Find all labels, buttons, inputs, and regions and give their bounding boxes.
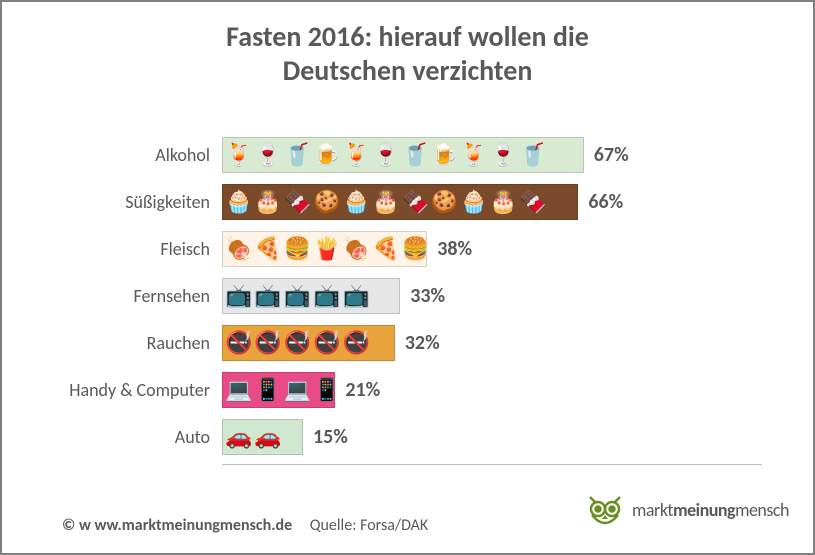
bar-glyph-icon: 🚭 xyxy=(313,332,340,354)
bar-area: 🚗🚗 15% xyxy=(222,419,762,455)
bar-fill: 💻📱💻📱 xyxy=(222,372,335,408)
bar-glyph-icon: 🥤 xyxy=(519,144,546,166)
bar-glyph-icon: 🚭 xyxy=(284,332,311,354)
source-text: Quelle: Forsa/DAK xyxy=(310,516,429,535)
bar-glyph-icon: 🍖 xyxy=(225,238,252,260)
chart-title: Fasten 2016: hierauf wollen die Deutsche… xyxy=(2,2,813,87)
bar-chart: Alkohol🍹🍷🥤🍺🍹🍷🥤🍺🍹🍷🥤67%Süßigkeiten🧁🎂🍫🍪🧁🎂🍫🍪… xyxy=(62,132,762,461)
bar-glyph-icon: 💻 xyxy=(284,379,311,401)
bar-label: Auto xyxy=(62,426,222,448)
bar-glyph-icon: 🎂 xyxy=(490,191,517,213)
bar-row: Fleisch🍖🍕🍔🍟🍖🍕🍔38% xyxy=(62,226,762,271)
bar-glyph-icon: 🍪 xyxy=(431,191,458,213)
bar-value: 15% xyxy=(313,425,348,449)
brand-logo: marktmeinungmensch xyxy=(584,489,789,531)
bar-value: 33% xyxy=(410,284,445,308)
bar-glyph-icon: 📺 xyxy=(254,285,281,307)
bar-glyph-icon: 📱 xyxy=(254,379,281,401)
bar-value: 67% xyxy=(594,143,629,167)
bar-glyph-icon: 📺 xyxy=(225,285,252,307)
bar-area: 🍖🍕🍔🍟🍖🍕🍔38% xyxy=(222,231,762,267)
bar-label: Alkohol xyxy=(62,144,222,166)
bar-area: 🚭🚭🚭🚭🚭32% xyxy=(222,325,762,361)
bar-glyph-icon: 🍕 xyxy=(254,238,281,260)
bar-glyph-icon: 🍖 xyxy=(343,238,370,260)
bar-value: 21% xyxy=(345,378,380,402)
bar-glyph-icon: 🍫 xyxy=(284,191,311,213)
bar-fill: 🧁🎂🍫🍪🧁🎂🍫🍪🧁🎂🍫 xyxy=(222,184,578,220)
bar-glyph-icon: 🧁 xyxy=(225,191,252,213)
bar-glyph-icon: 📺 xyxy=(284,285,311,307)
bar-glyph-icon: 🍔 xyxy=(401,238,427,260)
bar-row: Süßigkeiten🧁🎂🍫🍪🧁🎂🍫🍪🧁🎂🍫66% xyxy=(62,179,762,224)
bar-glyph-icon: 🍷 xyxy=(254,144,281,166)
bar-label: Fleisch xyxy=(62,238,222,260)
bar-area: 📺📺📺📺📺33% xyxy=(222,278,762,314)
bar-glyph-icon: 🍺 xyxy=(431,144,458,166)
bar-area: 🧁🎂🍫🍪🧁🎂🍫🍪🧁🎂🍫66% xyxy=(222,184,762,220)
bar-glyph-icon: 🍪 xyxy=(313,191,340,213)
bar-glyph-icon: 🍕 xyxy=(372,238,399,260)
bar-row: Rauchen🚭🚭🚭🚭🚭32% xyxy=(62,320,762,365)
bar-fill: 🍹🍷🥤🍺🍹🍷🥤🍺🍹🍷🥤 xyxy=(222,137,584,173)
bar-glyph-icon: 🧁 xyxy=(343,191,370,213)
bar-glyph-icon: 🍟 xyxy=(313,238,340,260)
bar-glyph-icon: 🍹 xyxy=(460,144,487,166)
bar-glyph-icon: 🚗 xyxy=(254,426,281,448)
bar-label: Fernsehen xyxy=(62,285,222,307)
copyright-text: © w ww.marktmeinungmensch.de xyxy=(62,516,292,535)
bar-glyph-icon: 📱 xyxy=(313,379,335,401)
bar-glyph-icon: 🍫 xyxy=(519,191,546,213)
title-line-1: Fasten 2016: hierauf wollen die xyxy=(2,20,813,54)
bar-fill: 📺📺📺📺📺 xyxy=(222,278,400,314)
bar-glyph-icon: 🚭 xyxy=(343,332,370,354)
bar-glyph-icon: 🍹 xyxy=(343,144,370,166)
bar-glyph-icon: 🎂 xyxy=(372,191,399,213)
bar-glyph-icon: 💻 xyxy=(225,379,252,401)
bar-label: Rauchen xyxy=(62,332,222,354)
bar-row: Auto🚗🚗15% xyxy=(62,414,762,459)
bar-value: 32% xyxy=(405,331,440,355)
bar-glyph-icon: 🥤 xyxy=(284,144,311,166)
bar-value: 66% xyxy=(588,190,623,214)
bar-row: Handy & Computer💻📱💻📱21% xyxy=(62,367,762,412)
bar-fill: 🚭🚭🚭🚭🚭 xyxy=(222,325,395,361)
bar-glyph-icon: 🍹 xyxy=(225,144,252,166)
bar-glyph-icon: 🚭 xyxy=(225,332,252,354)
bar-glyph-icon: 🥤 xyxy=(401,144,428,166)
bar-row: Fernsehen📺📺📺📺📺33% xyxy=(62,273,762,318)
bar-glyph-icon: 🍷 xyxy=(490,144,517,166)
bar-glyph-icon: 🍔 xyxy=(284,238,311,260)
bar-glyph-icon: 🎂 xyxy=(254,191,281,213)
bar-glyph-icon: 🍺 xyxy=(313,144,340,166)
bar-label: Handy & Computer xyxy=(62,379,222,401)
bar-glyph-icon: 🍫 xyxy=(401,191,428,213)
bar-area: 💻📱💻📱21% xyxy=(222,372,762,408)
bar-fill: 🚗🚗 xyxy=(222,419,303,455)
bar-label: Süßigkeiten xyxy=(62,191,222,213)
footer: © w ww.marktmeinungmensch.de Quelle: For… xyxy=(62,516,428,535)
bar-fill: 🍖🍕🍔🍟🍖🍕🍔 xyxy=(222,231,427,267)
bar-glyph-icon: 🚭 xyxy=(254,332,281,354)
bar-glyph-icon: 📺 xyxy=(343,285,370,307)
bar-glyph-icon: 🧁 xyxy=(460,191,487,213)
bar-row: Alkohol🍹🍷🥤🍺🍹🍷🥤🍺🍹🍷🥤67% xyxy=(62,132,762,177)
x-axis-line xyxy=(222,464,762,465)
bar-value: 38% xyxy=(437,237,472,261)
bar-area: 🍹🍷🥤🍺🍹🍷🥤🍺🍹🍷🥤67% xyxy=(222,137,762,173)
logo-text: marktmeinungmensch xyxy=(632,499,789,521)
bar-glyph-icon: 📺 xyxy=(313,285,340,307)
title-line-2: Deutschen verzichten xyxy=(2,54,813,88)
bar-glyph-icon: 🍷 xyxy=(372,144,399,166)
bar-glyph-icon: 🚗 xyxy=(225,426,252,448)
owl-icon xyxy=(584,489,626,531)
